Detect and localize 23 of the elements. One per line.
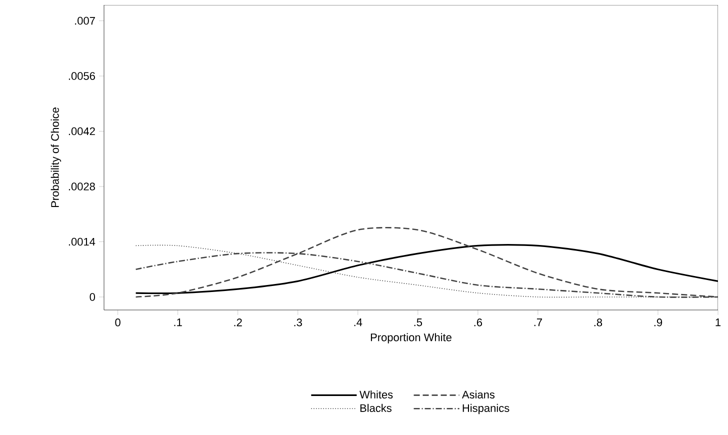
legend-label: Blacks <box>360 404 392 412</box>
x-tick-label: 0 <box>115 318 120 326</box>
x-tick-label: 1 <box>716 318 721 326</box>
x-tick-label: .7 <box>534 318 542 326</box>
y-tick-label: .0028 <box>68 182 95 190</box>
legend-label: Asians <box>462 390 495 399</box>
x-tick-label: .4 <box>354 318 362 326</box>
y-axis-title: Probability of Choice <box>50 108 62 208</box>
x-axis-title: Proportion White <box>370 333 452 344</box>
legend-label: Whites <box>360 390 393 399</box>
y-tick-label: 0 <box>90 293 96 301</box>
x-tick-label: .1 <box>174 318 182 326</box>
legend-label: Hispanics <box>462 404 510 414</box>
x-tick-label: .6 <box>474 318 482 326</box>
x-tick-label: .5 <box>414 318 422 326</box>
x-tick-label: .8 <box>594 318 602 326</box>
x-tick-label: .9 <box>654 318 662 326</box>
y-tick-label: .0056 <box>68 72 95 80</box>
x-tick-label: .3 <box>294 318 302 326</box>
y-tick-label: .007 <box>75 16 95 25</box>
y-tick-label: .0014 <box>68 238 96 246</box>
x-tick-label: .2 <box>234 318 242 326</box>
y-tick-label: .0042 <box>68 127 95 136</box>
